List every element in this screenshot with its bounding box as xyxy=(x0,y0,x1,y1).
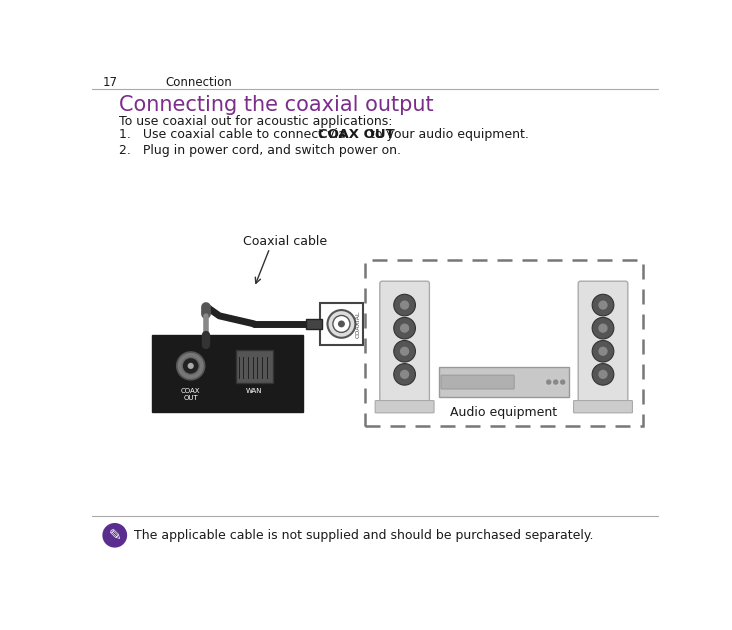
FancyBboxPatch shape xyxy=(574,401,632,413)
Text: 2.   Plug in power cord, and switch power on.: 2. Plug in power cord, and switch power … xyxy=(119,144,400,157)
Circle shape xyxy=(560,379,565,385)
Circle shape xyxy=(400,346,409,356)
Circle shape xyxy=(187,363,194,369)
Text: The applicable cable is not supplied and should be purchased separately.: The applicable cable is not supplied and… xyxy=(134,529,594,542)
Text: 17: 17 xyxy=(103,76,118,89)
Circle shape xyxy=(394,318,416,339)
Text: Connection: Connection xyxy=(165,76,232,89)
Circle shape xyxy=(546,379,551,385)
FancyBboxPatch shape xyxy=(438,367,569,397)
Circle shape xyxy=(394,294,416,316)
Circle shape xyxy=(598,346,608,356)
Text: WAN: WAN xyxy=(246,387,263,394)
Circle shape xyxy=(592,294,614,316)
Circle shape xyxy=(176,352,205,380)
Text: Coaxial cable: Coaxial cable xyxy=(242,234,326,248)
Text: COAX OUT: COAX OUT xyxy=(318,129,395,141)
Text: COAXIAL: COAXIAL xyxy=(356,310,361,338)
Text: Connecting the coaxial output: Connecting the coaxial output xyxy=(119,95,433,115)
FancyBboxPatch shape xyxy=(578,281,628,405)
Circle shape xyxy=(592,340,614,362)
Text: 1.   Use coaxial cable to connect via: 1. Use coaxial cable to connect via xyxy=(119,129,354,141)
Text: To use coaxial out for acoustic applications:: To use coaxial out for acoustic applicat… xyxy=(119,115,392,127)
Circle shape xyxy=(182,357,199,374)
FancyBboxPatch shape xyxy=(236,350,273,383)
Circle shape xyxy=(598,370,608,379)
Circle shape xyxy=(327,310,356,338)
Text: to your audio equipment.: to your audio equipment. xyxy=(366,129,529,141)
FancyBboxPatch shape xyxy=(152,335,303,412)
Circle shape xyxy=(400,324,409,333)
FancyBboxPatch shape xyxy=(380,281,430,405)
Circle shape xyxy=(592,364,614,385)
Circle shape xyxy=(338,321,345,328)
FancyBboxPatch shape xyxy=(441,375,514,389)
FancyBboxPatch shape xyxy=(365,260,643,426)
FancyBboxPatch shape xyxy=(320,303,363,345)
Circle shape xyxy=(394,340,416,362)
Circle shape xyxy=(553,379,559,385)
Circle shape xyxy=(400,301,409,310)
Circle shape xyxy=(394,364,416,385)
Circle shape xyxy=(333,316,350,333)
Text: ✎: ✎ xyxy=(108,528,121,543)
Circle shape xyxy=(598,324,608,333)
FancyBboxPatch shape xyxy=(306,319,321,329)
Circle shape xyxy=(598,301,608,310)
Circle shape xyxy=(400,370,409,379)
Circle shape xyxy=(592,318,614,339)
FancyBboxPatch shape xyxy=(376,401,434,413)
Text: COAX: COAX xyxy=(181,387,201,394)
Text: Audio equipment: Audio equipment xyxy=(450,406,557,420)
Text: OUT: OUT xyxy=(183,395,198,401)
Circle shape xyxy=(102,523,127,547)
